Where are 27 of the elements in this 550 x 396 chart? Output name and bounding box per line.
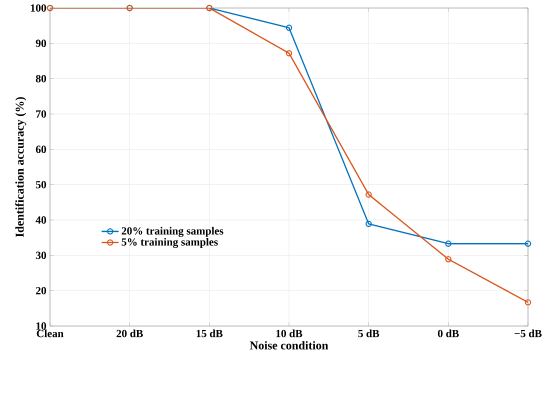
x-tick-label: Clean [36, 330, 64, 338]
x-tick-label: 20 dB [116, 330, 143, 338]
point [286, 50, 292, 56]
x-tick-label: −5 dB [514, 330, 542, 338]
y-tick-label: 30 [36, 252, 46, 260]
x-tick-label: 5 dB [358, 330, 380, 338]
y-tick-label: 90 [36, 40, 46, 48]
point [445, 240, 452, 247]
x-tick-label: 15 dB [196, 330, 223, 338]
y-tick-label: 10 [36, 322, 46, 330]
legend-label: 20% training samples [122, 226, 224, 237]
legend-label: 5% training samples [122, 238, 218, 248]
y-tick-label: 50 [36, 180, 46, 188]
y-tick-label: 60 [36, 146, 46, 154]
y-tick-label: 100 [30, 4, 46, 12]
y-tick-label: 20 [36, 286, 46, 294]
point [286, 24, 292, 31]
y-tick-label: 80 [36, 74, 46, 82]
point [445, 256, 452, 262]
x-axis-title: Noise condition [250, 341, 328, 350]
x-tick-label: 10 dB [276, 330, 302, 338]
point [366, 191, 372, 198]
y-tick-label: 40 [36, 216, 46, 224]
point [366, 220, 372, 228]
y-axis-title: Identification accuracy (%) [15, 97, 26, 237]
x-tick-label: 0 dB [438, 330, 459, 338]
y-tick-label: 70 [36, 110, 46, 118]
